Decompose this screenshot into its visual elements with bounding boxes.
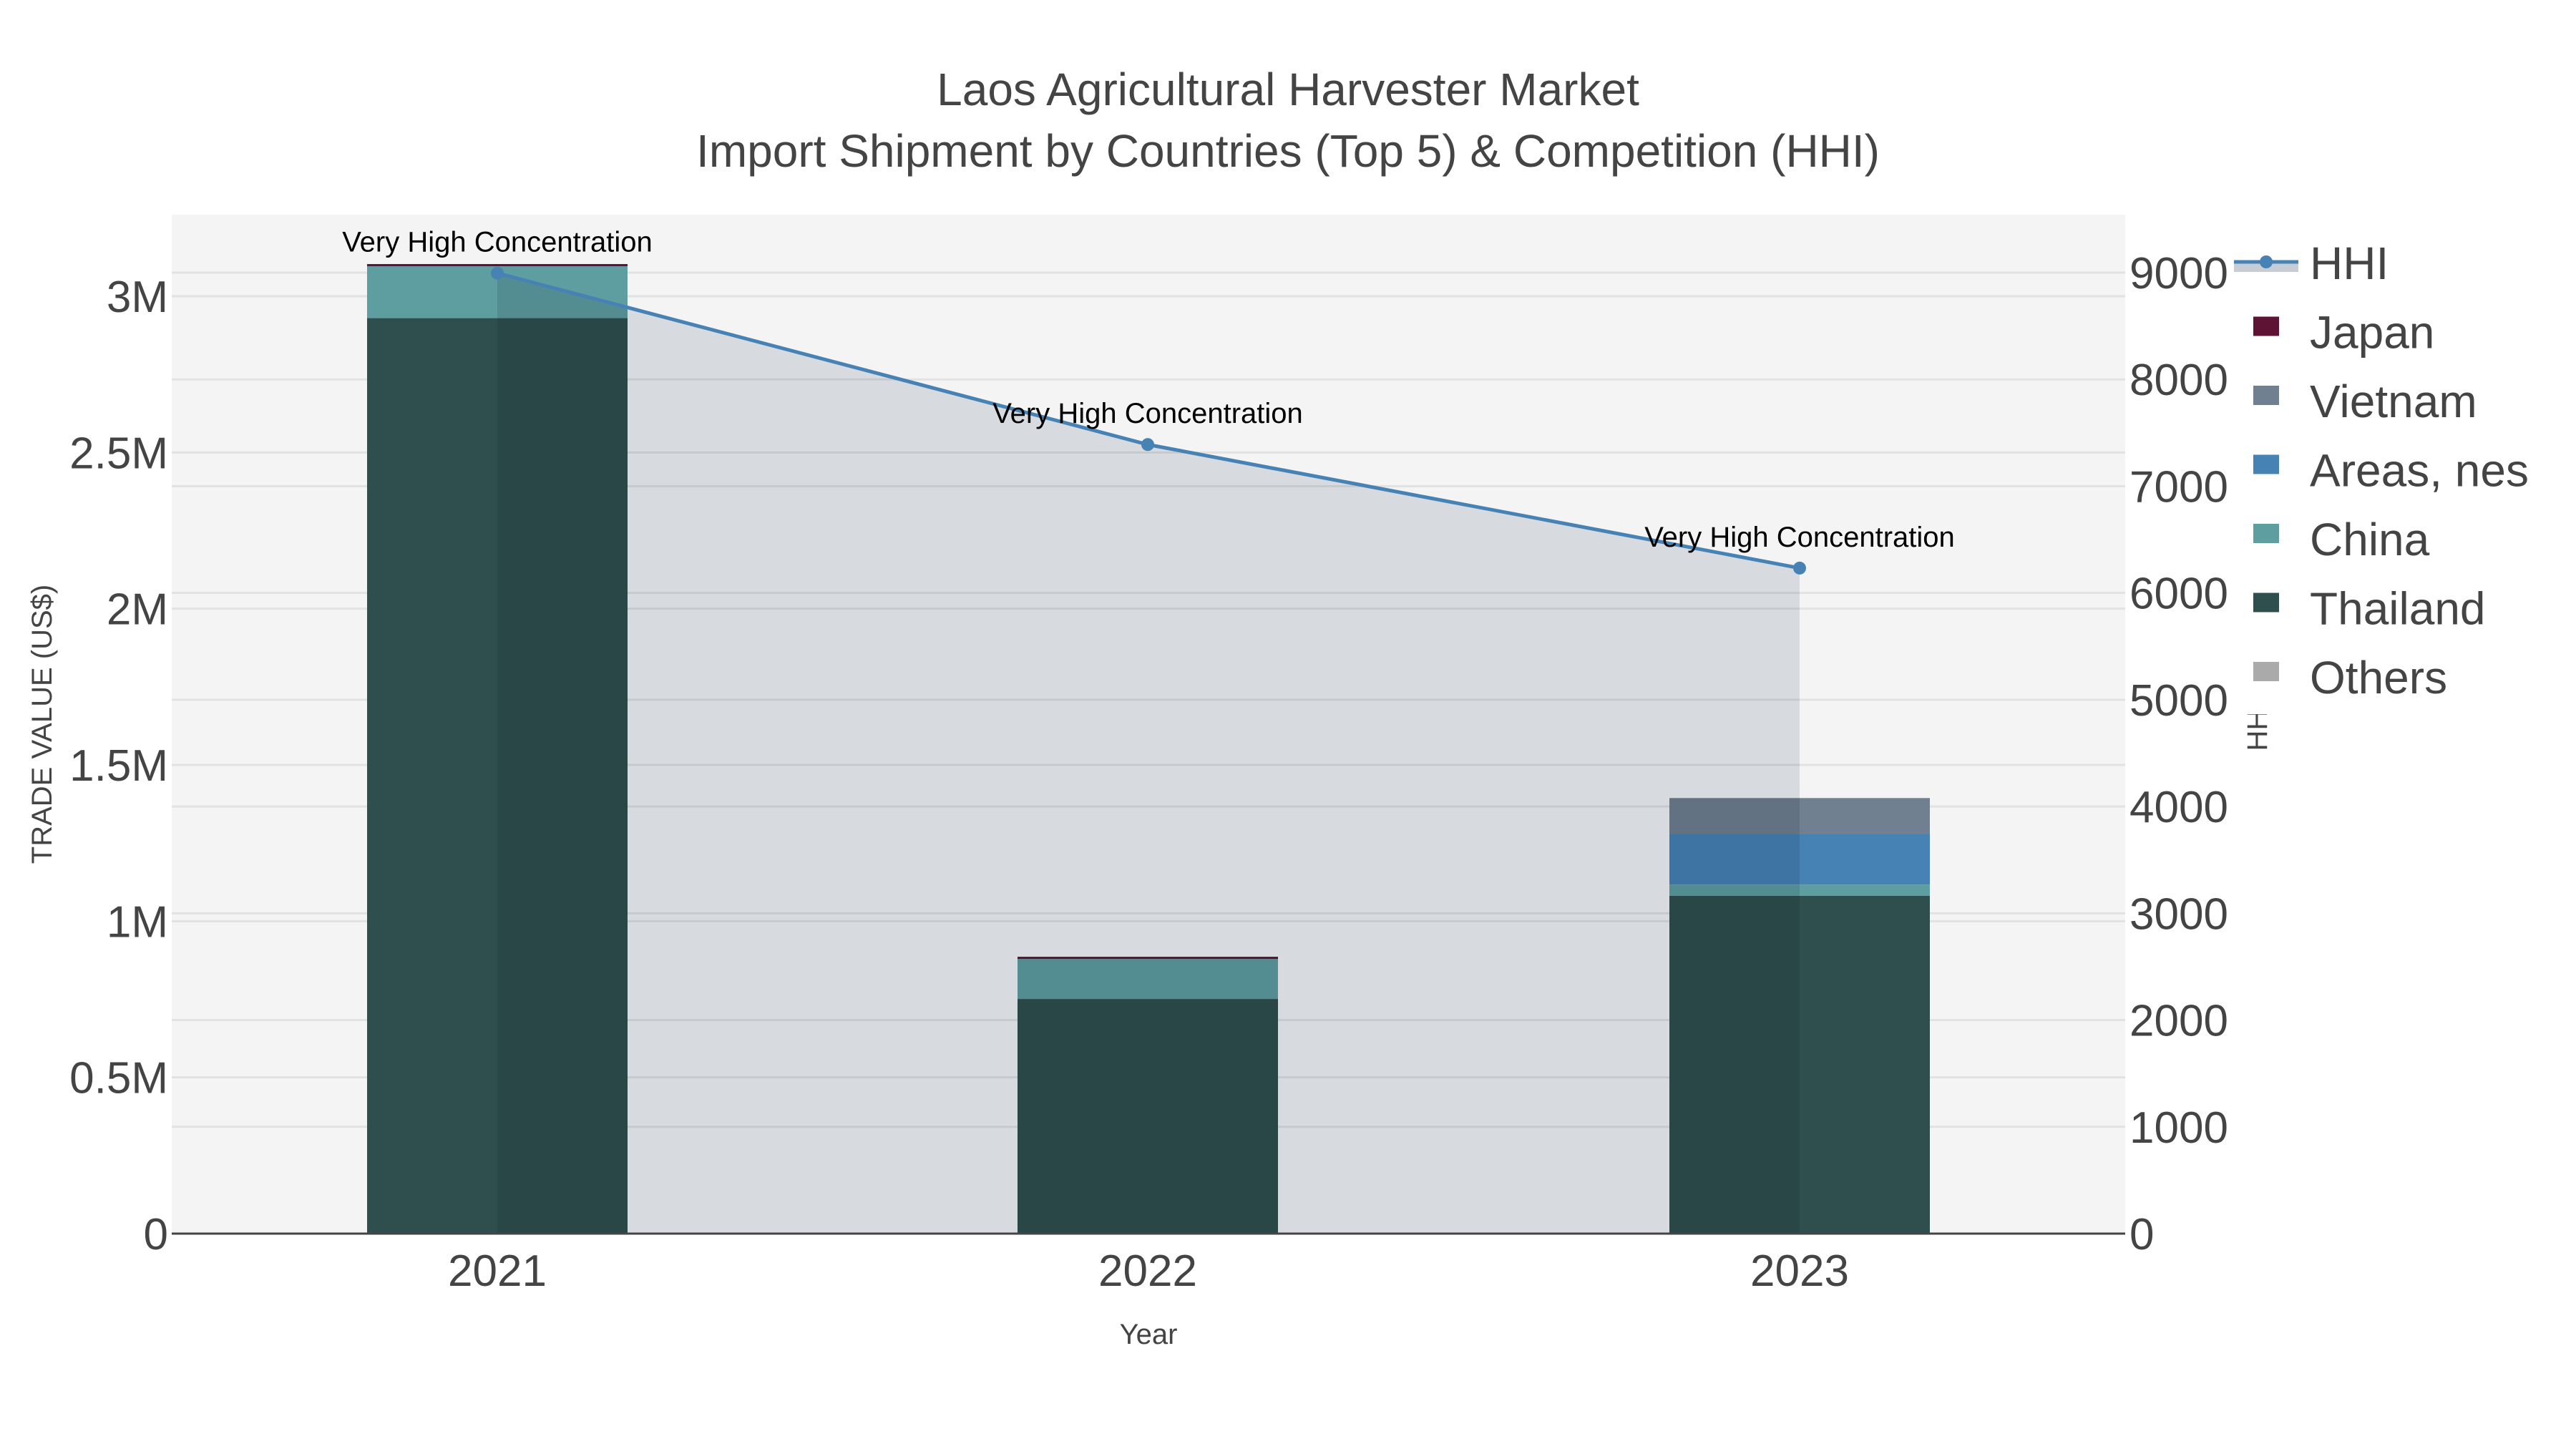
y-left-tick-label: 1M <box>107 897 168 947</box>
y-right-tick-label: 3000 <box>2129 889 2228 939</box>
hhi-annotation-2023: Very High Concentration <box>1644 522 1955 553</box>
y-left-tick-label: 2.5M <box>69 429 168 478</box>
y-left-tick-label: 2M <box>107 585 168 635</box>
legend-label: Others <box>2310 652 2447 703</box>
y-right-tick-label: 6000 <box>2129 570 2228 619</box>
x-tick-label-2023: 2023 <box>1750 1246 1849 1296</box>
y-right-tick-label: 4000 <box>2129 783 2228 832</box>
legend-swatch-icon <box>2253 524 2279 543</box>
hhi-annotation-2022: Very High Concentration <box>992 398 1303 429</box>
legend-item-areas-nes[interactable]: Areas, nes <box>2253 445 2529 497</box>
y-left-tick-label: 0.5M <box>69 1054 168 1103</box>
legend-hhi-marker-icon <box>2260 255 2273 268</box>
legend-label: Vietnam <box>2310 376 2477 427</box>
y-right-tick-label: 9000 <box>2129 249 2228 298</box>
x-tick-label-2021: 2021 <box>448 1246 547 1296</box>
legend-item-china[interactable]: China <box>2253 514 2430 565</box>
legend-label: HHI <box>2310 238 2389 289</box>
y-left-tick-label: 3M <box>107 273 168 322</box>
y-left-tick-label: 1.5M <box>69 741 168 791</box>
y-left-tick-labels: 0 0.5M 1M 1.5M 2M 2.5M 3M <box>69 273 168 1259</box>
legend-swatch-icon <box>2253 592 2279 613</box>
legend-item-japan[interactable]: Japan <box>2253 307 2434 358</box>
legend-swatch-icon <box>2253 454 2279 474</box>
legend-swatch-icon <box>2253 386 2279 405</box>
legend-background <box>2231 228 2576 714</box>
hhi-annotation-2021: Very High Concentration <box>342 227 653 258</box>
legend-label: Thailand <box>2310 583 2486 635</box>
bar-segment-japan-2021[interactable] <box>367 264 628 267</box>
legend-label: Areas, nes <box>2310 445 2529 497</box>
y-right-tick-label: 8000 <box>2129 356 2228 405</box>
chart-title-line2: Import Shipment by Countries (Top 5) & C… <box>696 125 1880 177</box>
chart-title: Laos Agricultural Harvester Market Impor… <box>0 59 2576 182</box>
hhi-point-2022[interactable] <box>1141 438 1154 452</box>
legend-label: China <box>2310 514 2430 565</box>
y-right-tick-label: 1000 <box>2129 1103 2228 1153</box>
legend-swatch-icon <box>2253 316 2279 336</box>
hhi-line[interactable] <box>491 266 1806 575</box>
y-left-axis-title: TRADE VALUE (US$) <box>26 585 58 864</box>
y-left-tick-label: 0 <box>144 1210 168 1259</box>
legend-swatch-icon <box>2253 662 2279 681</box>
x-tick-label-2022: 2022 <box>1098 1246 1197 1296</box>
legend-item-hhi[interactable]: HHI <box>2234 238 2389 289</box>
hhi-point-2023[interactable] <box>1793 561 1806 575</box>
x-axis-title: Year <box>1120 1319 1178 1350</box>
legend-item-vietnam[interactable]: Vietnam <box>2253 376 2477 427</box>
hhi-area-fill <box>497 273 1800 1234</box>
legend[interactable]: HHI Japan Vietnam Areas, nes China Thailand Ot… <box>2231 228 2576 714</box>
hhi-annotations: Very High Concentration Very High Concent… <box>342 227 1955 553</box>
x-tick-labels: 2021 2022 2023 <box>448 1246 1849 1296</box>
y-right-tick-label: 2000 <box>2129 997 2228 1046</box>
y-right-tick-label: 0 <box>2129 1210 2154 1259</box>
legend-item-thailand[interactable]: Thailand <box>2253 583 2486 635</box>
y-right-tick-label: 5000 <box>2129 676 2228 726</box>
hhi-point-2021[interactable] <box>491 266 504 280</box>
hhi-area <box>497 273 1800 1234</box>
legend-label: Japan <box>2310 307 2434 358</box>
chart-title-line1: Laos Agricultural Harvester Market <box>937 64 1639 115</box>
legend-item-others[interactable]: Others <box>2253 652 2447 703</box>
y-right-tick-labels: 0 1000 2000 3000 4000 5000 6000 7000 8000 9000 <box>2129 249 2228 1259</box>
y-right-tick-label: 7000 <box>2129 462 2228 512</box>
